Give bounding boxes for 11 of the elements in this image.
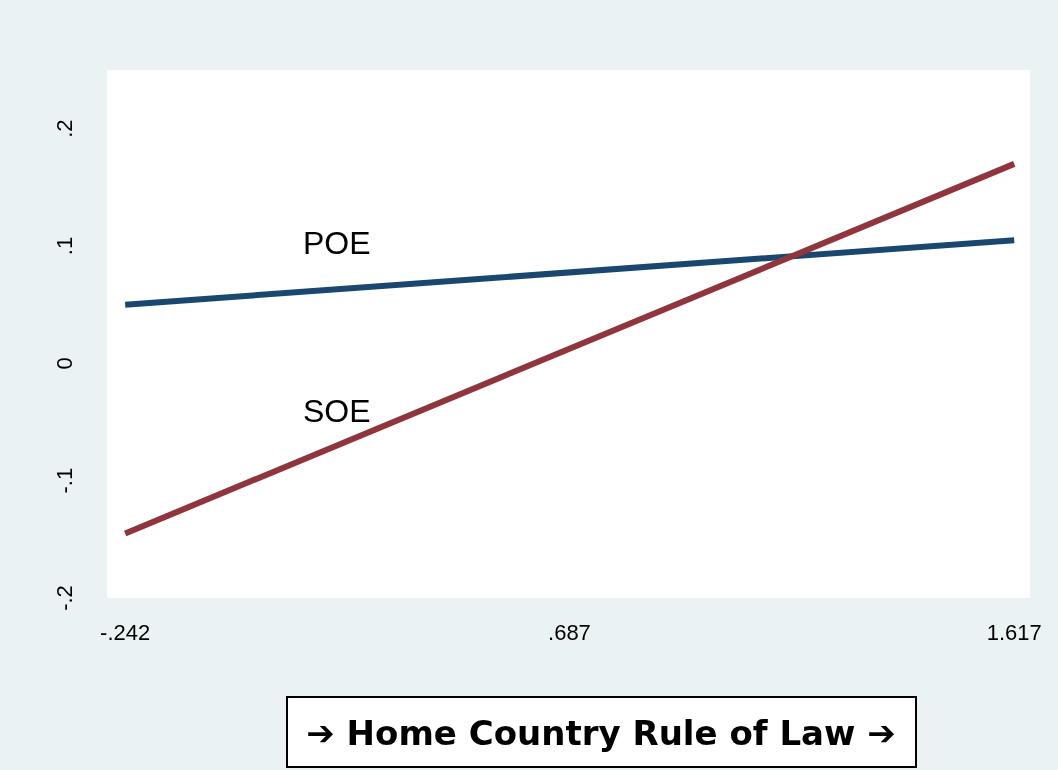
x-tick-label: -.242 [100, 620, 151, 645]
series-label: POE [302, 224, 371, 261]
x-tick-label: 1.617 [986, 620, 1042, 645]
x-tick-label: .687 [548, 620, 591, 645]
y-tick-label: .2 [52, 119, 77, 138]
y-tick-label: 0 [52, 357, 77, 370]
y-tick-label: -.2 [52, 585, 77, 611]
x-axis-title: ➔ Home Country Rule of Law ➔ [306, 713, 896, 753]
y-tick-label: .1 [52, 236, 77, 256]
series-label: SOE [302, 392, 371, 429]
y-tick-label: -.1 [52, 467, 77, 494]
